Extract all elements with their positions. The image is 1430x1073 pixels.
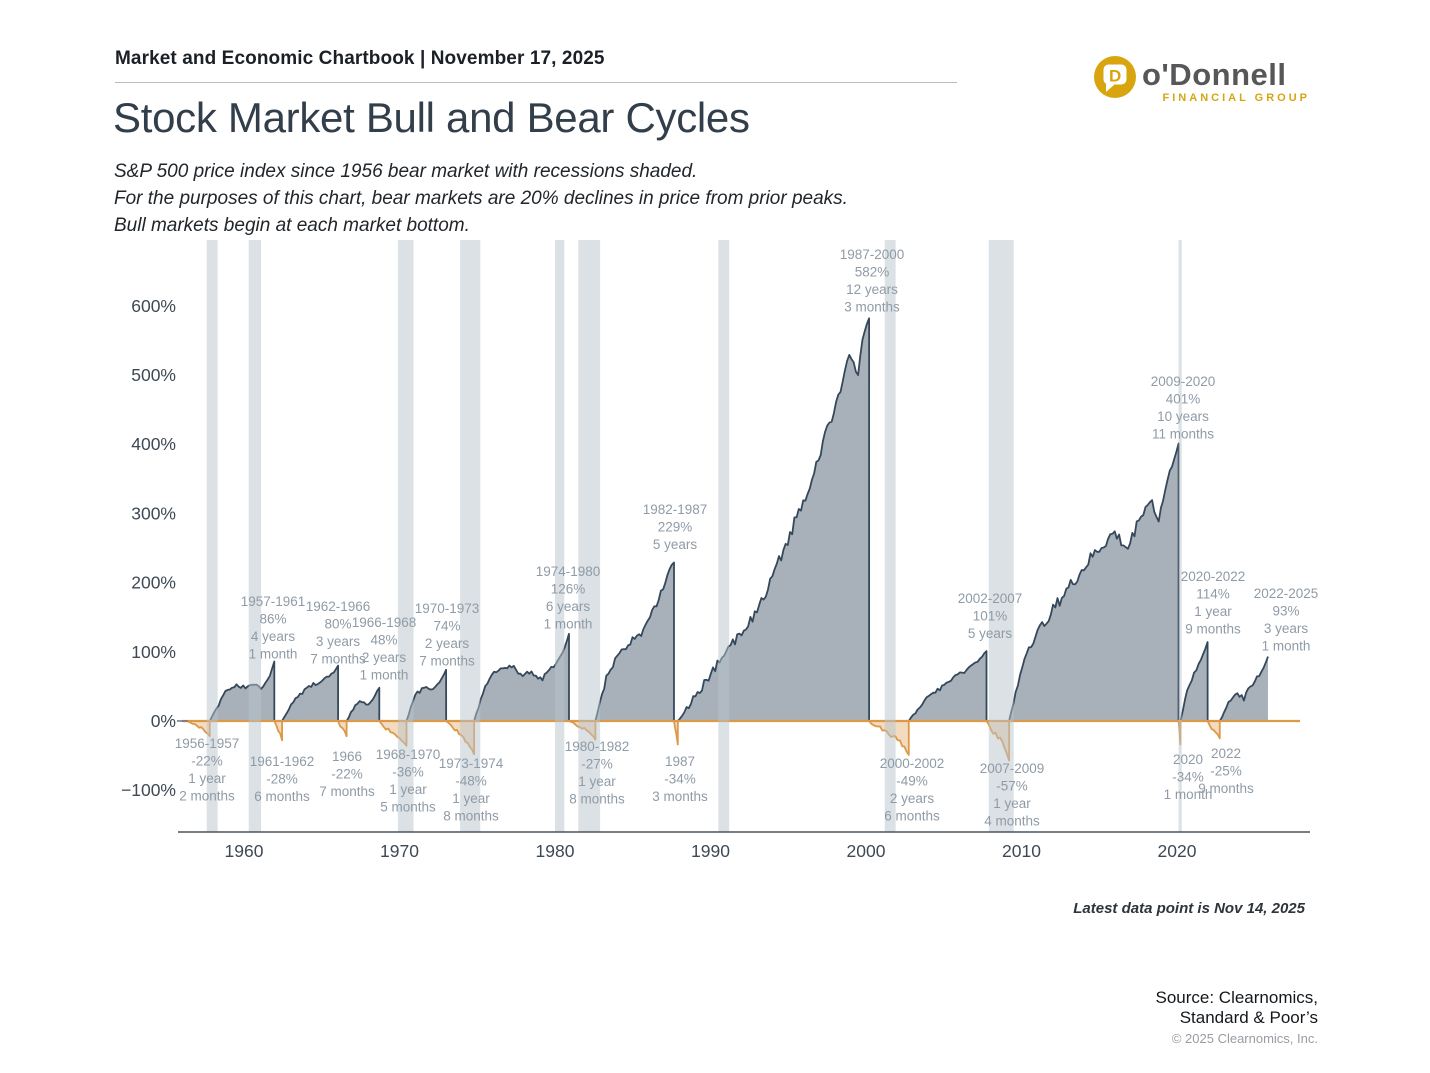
bull-market-line bbox=[345, 686, 381, 722]
y-axis-tick-label: 600% bbox=[131, 296, 176, 316]
logo-monogram: D bbox=[1109, 67, 1121, 86]
subtitle-line-1: S&P 500 price index since 1956 bear mark… bbox=[114, 161, 698, 182]
bull-market-line bbox=[908, 650, 988, 722]
recession-shading bbox=[988, 240, 1014, 832]
x-axis-tick-label: 1980 bbox=[536, 841, 575, 861]
bear-market-annotation: 2007-2009 -57% 1 year 4 months bbox=[980, 761, 1045, 829]
bull-market-area bbox=[406, 669, 447, 721]
bull-market-line bbox=[208, 660, 276, 722]
bear-market-annotation: 2020 -34% 1 month bbox=[1164, 752, 1213, 802]
x-axis-tick-label: 2020 bbox=[1158, 841, 1197, 861]
bull-market-area bbox=[209, 661, 275, 721]
bull-market-annotation: 1957-1961 86% 4 years 1 month bbox=[241, 594, 306, 662]
subtitle-line-3: Bull markets begin at each market bottom… bbox=[114, 215, 470, 236]
bull-market-line bbox=[1179, 641, 1209, 722]
latest-data-footnote: Latest data point is Nov 14, 2025 bbox=[1073, 900, 1305, 917]
bull-market-line bbox=[594, 561, 675, 722]
recession-shading bbox=[555, 240, 565, 832]
source-attribution: Source: Clearnomics, Standard & Poor’s ©… bbox=[1155, 988, 1318, 1046]
bear-market-annotation: 2022 -25% 9 months bbox=[1198, 746, 1254, 796]
logo-name: o'Donnell bbox=[1142, 57, 1286, 92]
bull-market-line bbox=[1008, 442, 1180, 722]
chartbook-header: Market and Economic Chartbook | November… bbox=[115, 48, 605, 69]
chart-subtitle: S&P 500 price index since 1956 bear mark… bbox=[114, 158, 848, 239]
bear-market-annotation: 1961-1962 -28% 6 months bbox=[250, 754, 315, 804]
bear-market-line bbox=[337, 720, 348, 738]
bear-market-annotation: 1973-1974 -48% 1 year 8 months bbox=[439, 756, 504, 824]
bear-market-annotation: 2000-2002 -49% 2 years 6 months bbox=[880, 756, 945, 824]
recession-shading bbox=[206, 240, 218, 832]
y-axis-tick-label: 200% bbox=[131, 573, 176, 593]
bear-market-area bbox=[869, 721, 909, 755]
y-axis-tick-label: 0% bbox=[151, 711, 176, 731]
x-axis-tick-label: 2000 bbox=[847, 841, 886, 861]
header-divider bbox=[115, 82, 957, 83]
bull-market-area bbox=[1219, 656, 1268, 721]
bear-market-line bbox=[273, 720, 283, 742]
bull-market-area bbox=[346, 687, 380, 721]
copyright-note: © 2025 Clearnomics, Inc. bbox=[1171, 1031, 1318, 1046]
chart-canvas: 600% 500% 400% 300% 200% 100% 0% −100% 1960 1970 1… bbox=[121, 240, 1319, 861]
bear-market-line bbox=[1206, 720, 1221, 740]
x-axis-tick-label: 1990 bbox=[691, 841, 730, 861]
bull-market-area bbox=[677, 318, 870, 721]
bull-market-annotation: 1987-2000 582% 12 years 3 months bbox=[840, 247, 905, 315]
y-axis-tick-label: 500% bbox=[131, 365, 176, 385]
bear-market-annotation: 1987 -34% 3 months bbox=[652, 754, 708, 804]
recession-shading bbox=[460, 240, 481, 832]
bear-market-line bbox=[673, 720, 679, 746]
bull-market-annotation: 1970-1973 74% 2 years 7 months bbox=[415, 601, 480, 669]
bull-market-annotation: 2009-2020 401% 10 years 11 months bbox=[1151, 374, 1216, 442]
bear-market-annotation: 1956-1957 -22% 1 year 2 months bbox=[175, 736, 240, 804]
bear-market-annotation: 1966 -22% 7 months bbox=[319, 749, 375, 799]
bull-market-area bbox=[595, 562, 674, 721]
bull-market-annotation: 1982-1987 229% 5 years bbox=[643, 502, 708, 552]
y-axis-tick-label: 400% bbox=[131, 434, 176, 454]
bull-market-annotation: 2020-2022 114% 1 year 9 months bbox=[1181, 569, 1246, 637]
bull-market-area bbox=[908, 651, 987, 721]
recession-shading bbox=[1178, 240, 1182, 832]
x-axis-tick-label: 1960 bbox=[225, 841, 264, 861]
bull-market-annotation: 2002-2007 101% 5 years bbox=[958, 591, 1023, 641]
recession-shading bbox=[718, 240, 730, 832]
odonnell-logo: D o'Donnell FINANCIAL GROUP bbox=[1092, 52, 1327, 115]
bull-market-annotation: 1966-1968 48% 2 years 1 month bbox=[352, 615, 417, 683]
logo-subtitle: FINANCIAL GROUP bbox=[1163, 92, 1310, 104]
bull-market-annotation: 1962-1966 80% 3 years 7 months bbox=[306, 599, 371, 667]
recession-shading bbox=[578, 240, 601, 832]
page-title: Stock Market Bull and Bear Cycles bbox=[113, 94, 750, 141]
bull-market-annotation: 1974-1980 126% 6 years 1 month bbox=[536, 564, 601, 632]
bull-market-line bbox=[677, 317, 871, 722]
bear-market-area bbox=[673, 721, 678, 745]
recession-shading bbox=[884, 240, 896, 832]
y-axis-tick-label: −100% bbox=[121, 780, 176, 800]
recession-shading bbox=[248, 240, 262, 832]
bull-market-line bbox=[1219, 656, 1269, 722]
bear-market-annotation: 1980-1982 -27% 1 year 8 months bbox=[565, 739, 630, 807]
bull-bear-cycles-chart: 600% 500% 400% 300% 200% 100% 0% −100% 1960 1970 1… bbox=[0, 215, 1430, 915]
x-axis-tick-label: 1970 bbox=[380, 841, 419, 861]
y-axis-tick-label: 100% bbox=[131, 642, 176, 662]
bull-market-area bbox=[1009, 443, 1179, 721]
bear-market-annotation: 1968-1970 -36% 1 year 5 months bbox=[376, 747, 441, 815]
source-line-1: Source: Clearnomics, bbox=[1155, 988, 1318, 1007]
source-line-2: Standard & Poor’s bbox=[1179, 1008, 1318, 1027]
subtitle-line-2: For the purposes of this chart, bear mar… bbox=[114, 188, 848, 209]
bull-market-line bbox=[281, 664, 339, 722]
y-axis-tick-label: 300% bbox=[131, 503, 176, 523]
recession-shading bbox=[397, 240, 414, 832]
bull-market-area bbox=[282, 665, 339, 721]
bull-market-area bbox=[474, 633, 569, 721]
bull-market-annotation: 2022-2025 93% 3 years 1 month bbox=[1254, 586, 1319, 654]
bear-market-area bbox=[181, 721, 210, 737]
x-axis-tick-label: 2010 bbox=[1002, 841, 1041, 861]
